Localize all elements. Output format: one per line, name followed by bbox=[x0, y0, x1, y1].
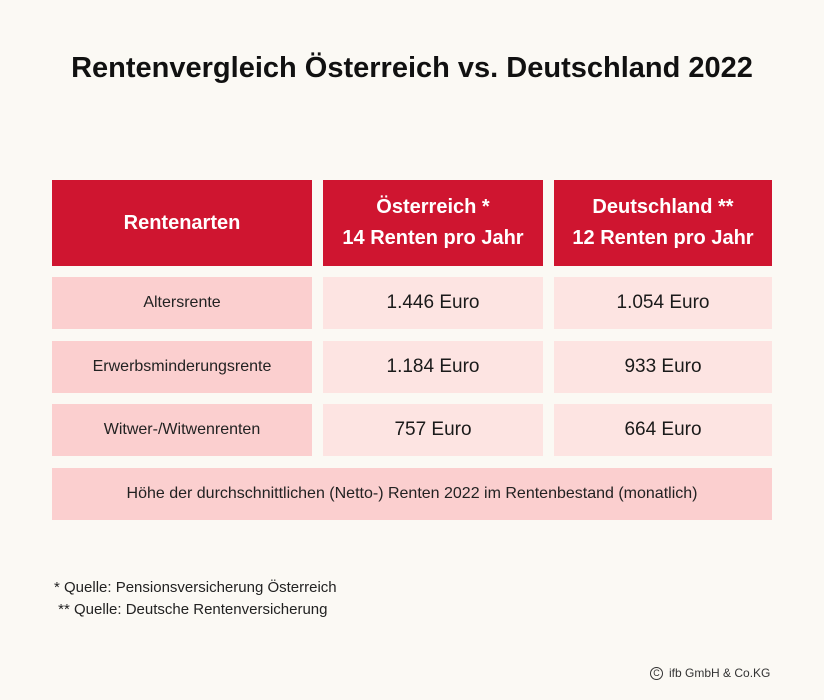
table-note: Höhe der durchschnittlichen (Netto-) Ren… bbox=[52, 468, 772, 520]
header-austria-subtitle: 14 Renten pro Jahr bbox=[342, 227, 524, 249]
header-austria-title: Österreich * bbox=[376, 196, 490, 218]
copyright: C ifb GmbH & Co.KG bbox=[650, 666, 770, 680]
header-austria: Österreich * 14 Renten pro Jahr bbox=[323, 180, 543, 266]
footnote-austria-source: * Quelle: Pensionsversicherung Österreic… bbox=[54, 579, 337, 596]
header-rentenarten: Rentenarten bbox=[52, 180, 312, 266]
value-austria-witwenrenten: 757 Euro bbox=[323, 404, 543, 456]
header-label: Rentenarten bbox=[123, 211, 241, 234]
row-label-witwenrenten: Witwer-/Witwenrenten bbox=[52, 404, 312, 456]
copyright-text: ifb GmbH & Co.KG bbox=[669, 666, 771, 680]
value-austria-erwerbsminderungsrente: 1.184 Euro bbox=[323, 341, 543, 393]
footnote-germany-source: ** Quelle: Deutsche Rentenversicherung bbox=[54, 601, 328, 618]
value-germany-erwerbsminderungsrente: 933 Euro bbox=[554, 341, 772, 393]
page-title: Rentenvergleich Österreich vs. Deutschla… bbox=[71, 52, 753, 84]
value-germany-altersrente: 1.054 Euro bbox=[554, 277, 772, 329]
row-label-erwerbsminderungsrente: Erwerbsminderungsrente bbox=[52, 341, 312, 393]
header-germany-title: Deutschland ** bbox=[592, 196, 734, 218]
value-austria-altersrente: 1.446 Euro bbox=[323, 277, 543, 329]
header-germany: Deutschland ** 12 Renten pro Jahr bbox=[554, 180, 772, 266]
value-germany-witwenrenten: 664 Euro bbox=[554, 404, 772, 456]
row-label-altersrente: Altersrente bbox=[52, 277, 312, 329]
header-germany-subtitle: 12 Renten pro Jahr bbox=[572, 227, 754, 249]
copyright-icon: C bbox=[650, 666, 663, 680]
